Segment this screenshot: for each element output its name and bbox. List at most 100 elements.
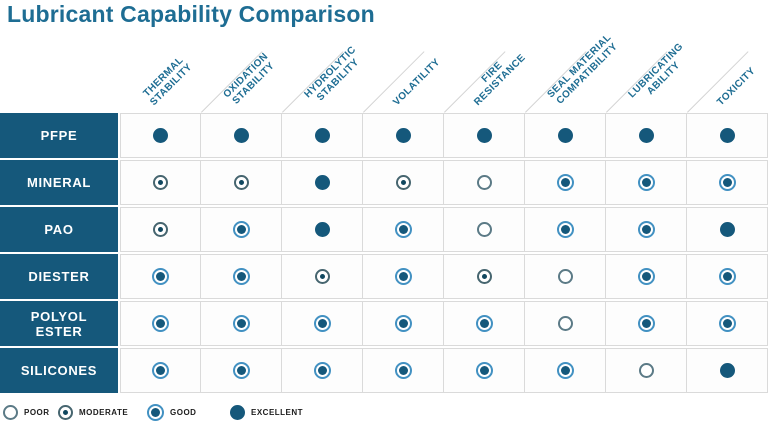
- rating-cell: [362, 301, 444, 346]
- excellent-rating-icon: [476, 128, 492, 143]
- good-rating-icon: [394, 221, 412, 238]
- row-label-mineral: MINERAL: [0, 160, 118, 205]
- rating-cell: [443, 254, 525, 299]
- rating-cell: [605, 254, 687, 299]
- rating-cell: [120, 348, 201, 393]
- rating-cell: [524, 301, 606, 346]
- good-rating-icon: [718, 268, 736, 285]
- poor-rating-icon: [557, 316, 573, 331]
- rating-cell: [686, 113, 768, 158]
- column-header-label: SEAL MATERIAL COMPATIBILITY: [545, 32, 620, 107]
- rating-cell: [605, 301, 687, 346]
- rating-cell: [362, 113, 444, 158]
- rating-cell: [443, 113, 525, 158]
- good-rating-icon: [232, 221, 250, 238]
- rating-cell: [200, 160, 282, 205]
- rating-cell: [524, 348, 606, 393]
- legend-item-poor: POOR: [3, 403, 50, 421]
- rating-cell: [524, 113, 606, 158]
- good-rating-icon: [232, 315, 250, 332]
- rating-cell: [686, 348, 768, 393]
- excellent-rating-icon: [314, 222, 330, 237]
- good-rating-icon: [718, 315, 736, 332]
- legend-label: GOOD: [170, 407, 197, 417]
- rating-cell: [605, 113, 687, 158]
- rating-cell: [281, 348, 363, 393]
- rating-cell: [200, 254, 282, 299]
- good-rating-icon: [556, 362, 574, 379]
- moderate-rating-icon: [153, 222, 168, 237]
- rating-cell: [686, 160, 768, 205]
- legend-item-moderate: MODERATE: [58, 403, 128, 421]
- good-rating-icon: [475, 362, 493, 379]
- row-label-diester: DIESTER: [0, 254, 118, 299]
- moderate-rating-icon: [58, 404, 73, 420]
- rating-cell: [443, 301, 525, 346]
- row-label-pfpe: PFPE: [0, 113, 118, 158]
- excellent-rating-icon: [314, 175, 330, 190]
- rating-cell: [524, 254, 606, 299]
- rating-cell: [200, 207, 282, 252]
- rating-cell: [605, 207, 687, 252]
- excellent-rating-icon: [395, 128, 411, 143]
- excellent-rating-icon: [719, 128, 735, 143]
- rating-cell: [362, 348, 444, 393]
- good-rating-icon: [147, 403, 164, 421]
- excellent-rating-icon: [230, 404, 245, 420]
- row-label-polyol-ester: POLYOL ESTER: [0, 301, 118, 346]
- rating-cell: [362, 254, 444, 299]
- column-header-label: THERMAL STABILITY: [141, 54, 195, 108]
- poor-rating-icon: [557, 269, 573, 284]
- rating-cell: [686, 254, 768, 299]
- excellent-rating-icon: [153, 128, 168, 143]
- rating-cell: [443, 160, 525, 205]
- poor-rating-icon: [476, 175, 492, 190]
- excellent-rating-icon: [638, 128, 654, 143]
- rating-cell: [120, 160, 201, 205]
- poor-rating-icon: [3, 404, 18, 420]
- rating-cell: [686, 207, 768, 252]
- rating-cell: [281, 160, 363, 205]
- good-rating-icon: [637, 221, 655, 238]
- rating-cell: [200, 113, 282, 158]
- good-rating-icon: [313, 315, 331, 332]
- poor-rating-icon: [638, 363, 654, 378]
- moderate-rating-icon: [153, 175, 168, 190]
- rating-cell: [120, 207, 201, 252]
- rating-cell: [605, 160, 687, 205]
- moderate-rating-icon: [233, 175, 249, 190]
- good-rating-icon: [313, 362, 331, 379]
- rating-cell: [120, 254, 201, 299]
- good-rating-icon: [152, 268, 169, 285]
- excellent-rating-icon: [557, 128, 573, 143]
- column-header-label: LUBRICATING ABILITY: [626, 41, 686, 101]
- moderate-rating-icon: [476, 269, 492, 284]
- good-rating-icon: [556, 174, 574, 191]
- rating-cell: [281, 113, 363, 158]
- rating-cell: [362, 207, 444, 252]
- legend-label: POOR: [24, 407, 50, 417]
- rating-cell: [443, 348, 525, 393]
- poor-rating-icon: [476, 222, 492, 237]
- legend-item-good: GOOD: [147, 403, 196, 421]
- good-rating-icon: [637, 174, 655, 191]
- rating-cell: [362, 160, 444, 205]
- rating-cell: [281, 207, 363, 252]
- rating-cell: [200, 348, 282, 393]
- column-header-label: TOXICITY: [715, 65, 758, 108]
- good-rating-icon: [556, 221, 574, 238]
- good-rating-icon: [637, 268, 655, 285]
- rating-cell: [120, 301, 201, 346]
- page-title: Lubricant Capability Comparison: [7, 1, 375, 27]
- legend-label: EXCELLENT: [251, 407, 304, 417]
- legend-item-excellent: EXCELLENT: [230, 403, 303, 421]
- good-rating-icon: [232, 268, 250, 285]
- good-rating-icon: [394, 315, 412, 332]
- comparison-matrix: PFPE MINERAL PAO DIESTER POLYOL ESTER SILICONE…: [0, 113, 768, 393]
- good-rating-icon: [394, 362, 412, 379]
- good-rating-icon: [232, 362, 250, 379]
- excellent-rating-icon: [719, 222, 735, 237]
- legend-label: MODERATE: [79, 407, 129, 417]
- good-rating-icon: [394, 268, 412, 285]
